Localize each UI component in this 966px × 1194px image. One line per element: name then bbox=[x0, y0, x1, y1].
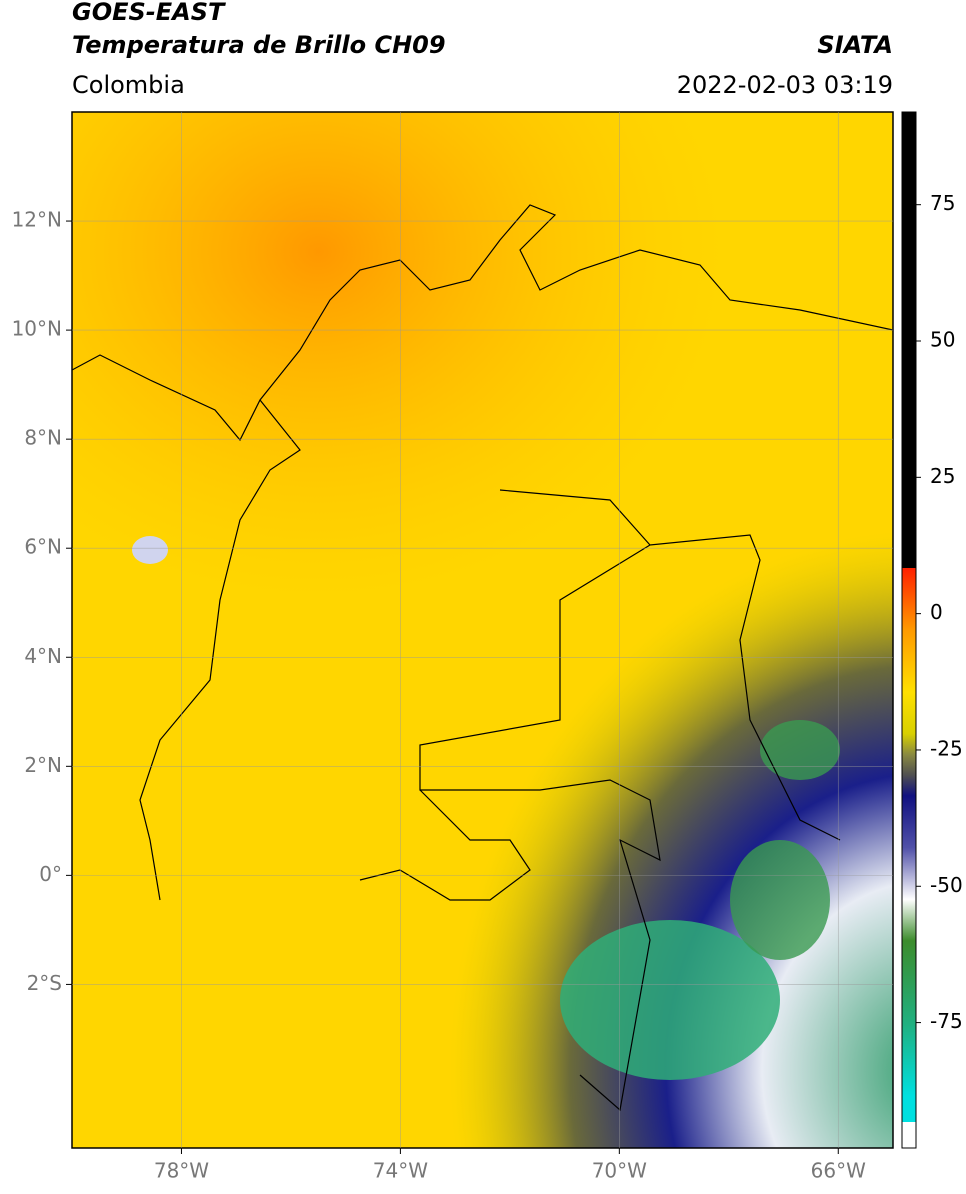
map-frame bbox=[71, 111, 894, 1149]
colorbar bbox=[901, 111, 917, 1149]
colorbar-label: -25 bbox=[930, 736, 963, 760]
y-tick-label: 2°S bbox=[27, 971, 62, 995]
region: Colombia bbox=[72, 71, 185, 99]
colorbar-label: -75 bbox=[930, 1009, 963, 1033]
subtitle: Temperatura de Brillo CH09 bbox=[72, 31, 446, 59]
colorbar-label: -50 bbox=[930, 873, 963, 897]
x-tick-label: 66°W bbox=[811, 1159, 866, 1183]
datetime: 2022-02-03 03:19 bbox=[677, 71, 893, 99]
y-tick-label: 0° bbox=[39, 862, 62, 886]
y-tick-label: 10°N bbox=[12, 317, 62, 341]
y-tick-label: 4°N bbox=[24, 644, 62, 668]
satellite-image bbox=[72, 112, 893, 1148]
y-tick-label: 12°N bbox=[12, 208, 62, 232]
colorbar-label: 0 bbox=[930, 600, 943, 624]
colorbar-label: 50 bbox=[930, 328, 955, 352]
title: GOES-EAST bbox=[72, 0, 226, 26]
y-tick-label: 6°N bbox=[24, 535, 62, 559]
colorbar-label: 75 bbox=[930, 191, 955, 215]
x-tick-label: 74°W bbox=[373, 1159, 428, 1183]
y-tick-label: 2°N bbox=[24, 753, 62, 777]
x-tick-label: 78°W bbox=[154, 1159, 209, 1183]
source: SIATA bbox=[817, 31, 893, 59]
y-tick-label: 8°N bbox=[24, 426, 62, 450]
x-tick-label: 70°W bbox=[592, 1159, 647, 1183]
colorbar-label: 25 bbox=[930, 464, 955, 488]
